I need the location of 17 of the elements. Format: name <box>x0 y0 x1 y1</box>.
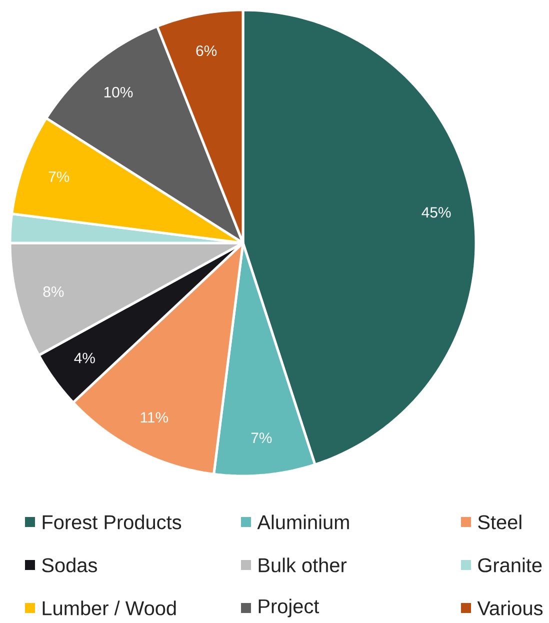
data-label: 45% <box>422 207 451 218</box>
legend-label: Aluminium <box>257 514 349 530</box>
legend-label: Steel <box>478 514 522 530</box>
legend-label: Project <box>258 598 320 618</box>
data-label: 4% <box>74 352 95 364</box>
data-label: 7% <box>48 171 70 182</box>
legend-label: Lumber / Wood <box>42 600 176 616</box>
data-label: 11% <box>140 412 168 423</box>
data-label: 7% <box>251 432 272 444</box>
legend-label: Granite <box>478 558 542 572</box>
data-label: 8% <box>43 286 64 297</box>
legend-label: Various <box>477 600 543 616</box>
legend-label: Bulk other <box>258 558 347 572</box>
data-label: 6% <box>196 45 217 56</box>
data-label: 10% <box>104 86 133 98</box>
legend-label: Sodas <box>42 558 97 572</box>
legend-label: Forest Products <box>42 514 182 530</box>
